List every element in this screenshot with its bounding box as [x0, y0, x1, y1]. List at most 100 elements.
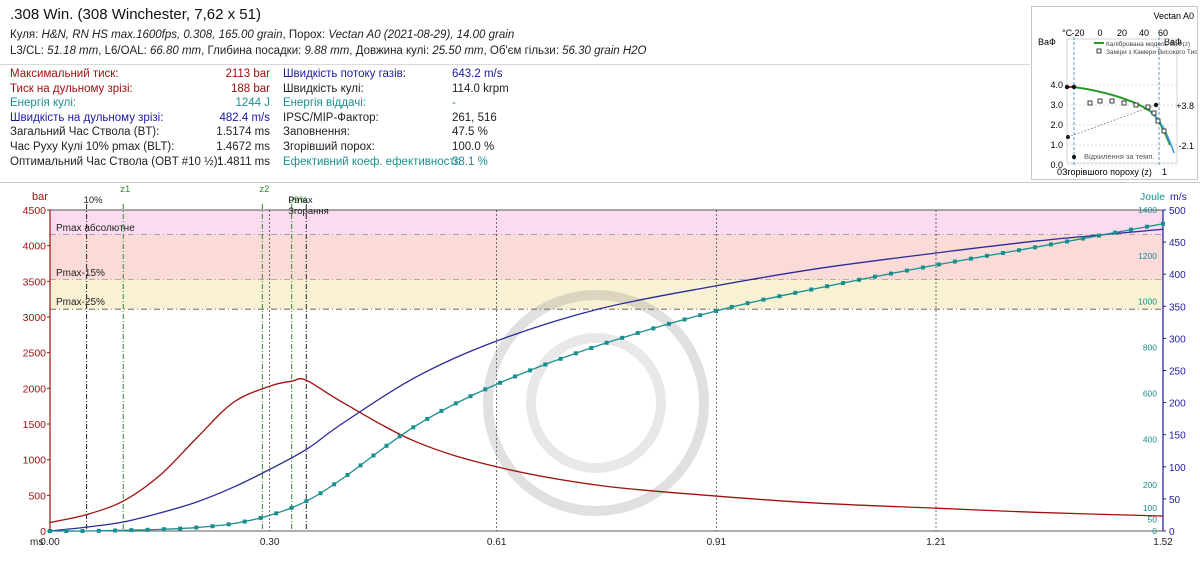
header-divider: [0, 64, 1030, 65]
velocity-tick-label: 250: [1169, 367, 1186, 378]
dimension-value: 51.18 mm: [47, 45, 99, 57]
energy-point: [777, 294, 782, 299]
energy-point: [952, 259, 957, 264]
energy-point: [841, 280, 846, 285]
joule-tick-label: 1200: [1138, 251, 1157, 261]
result-label: Ефективний коеф. ефективності:: [283, 155, 461, 168]
result-value: 38.1 %: [452, 155, 488, 168]
x-tick-label: 0.61: [487, 537, 507, 548]
vaf-tick: 4.0: [1050, 80, 1063, 90]
mini-plot-frame: [1066, 38, 1178, 164]
mini-point: [1153, 102, 1159, 108]
temperature-tick: 60: [1158, 28, 1168, 38]
powder-name: Vectan A0: [1153, 11, 1194, 21]
measurement-point: [1121, 100, 1127, 106]
energy-point: [904, 268, 909, 273]
result-value: 100.0 %: [452, 141, 495, 153]
energy-point: [936, 262, 941, 267]
energy-point: [1081, 236, 1086, 241]
ballistics-chart[interactable]: Pmax абсолютне Pmax-15% Pmax-25% 0.00 0.30 0.…: [0, 182, 1200, 558]
temperature-tick: -20: [1071, 28, 1084, 38]
energy-point: [920, 265, 925, 270]
joule-tick-label: 50: [1148, 515, 1158, 525]
energy-point: [573, 351, 578, 356]
measurement-point: [1151, 110, 1157, 116]
dimension-label: , Глибина посадки:: [201, 45, 305, 57]
result-value: 643.2 m/s: [452, 68, 503, 80]
energy-point: [358, 463, 363, 468]
energy-point: [528, 368, 533, 373]
energy-point: [1016, 248, 1021, 253]
header-panel: .308 Win. (308 Winchester, 7,62 x 51) Ку…: [0, 0, 1200, 180]
energy-point: [318, 491, 323, 496]
dimension-value: 56.30 grain H2O: [562, 45, 647, 57]
result-label: Тиск на дульному зрізі:: [10, 82, 133, 95]
result-value: -: [452, 97, 456, 110]
energy-point: [1097, 233, 1102, 238]
mini-point: [1071, 84, 1077, 90]
joule-axis-label: Joule: [1140, 191, 1165, 203]
bullet-prefix: Куля:: [10, 29, 42, 41]
event-marker-label: Згорання: [288, 206, 328, 217]
pressure-tick-label: 3500: [23, 276, 47, 288]
energy-point: [468, 394, 473, 399]
result-label: Максимальний тиск:: [10, 68, 119, 80]
energy-point: [857, 277, 862, 282]
band-label: Pmax-15%: [56, 268, 105, 279]
measurement-point: [1087, 100, 1093, 106]
x-tick-label: 0.91: [707, 537, 727, 548]
energy-point: [698, 313, 703, 318]
energy-point: [289, 505, 294, 510]
energy-point: [96, 528, 101, 533]
energy-point: [984, 253, 989, 258]
velocity-tick-label: 100: [1169, 463, 1186, 474]
x-tick-label: 1.52: [1153, 537, 1173, 548]
watermark-logo: [483, 290, 709, 516]
temperature-ticks: -20 0 20 40 60: [1071, 28, 1168, 38]
joule-tick-label: 100: [1143, 503, 1157, 513]
dimension-value: 66.80 mm: [150, 45, 202, 57]
energy-point: [397, 434, 402, 439]
energy-point: [425, 416, 430, 421]
energy-point: [226, 522, 231, 527]
velocity-tick-label: 150: [1169, 431, 1186, 442]
energy-point: [371, 453, 376, 458]
energy-point: [178, 526, 183, 531]
mini-point: [1072, 155, 1076, 159]
measurement-point: [1109, 98, 1115, 104]
temperature-tick: 0: [1097, 28, 1102, 38]
deviation-low: -2.1: [1178, 141, 1194, 151]
velocity-axis-label: m/s: [1170, 191, 1187, 203]
burning-model-chart[interactable]: Vectan A0 °C -20 0 20 40 60 ВаФ ВаФ 4.0 3.0 2.…: [1031, 6, 1200, 180]
bullet-description: H&N, RN HS max.1600fps, 0.308, 165.00 gr…: [41, 29, 283, 41]
velocity-tick-label: 300: [1169, 334, 1186, 345]
energy-point: [635, 331, 640, 336]
energy-point: [589, 345, 594, 350]
dimension-value: 25.50 mm: [432, 45, 484, 57]
energy-point: [809, 287, 814, 292]
result-label: Швидкість кулі:: [283, 82, 364, 95]
x-tick-label: 0.30: [260, 537, 280, 548]
measurement-point: [1145, 104, 1151, 110]
energy-point: [620, 335, 625, 340]
band-label: Pmax абсолютне: [56, 222, 135, 234]
joule-tick-label: 0: [1152, 526, 1157, 536]
result-label: Швидкість потоку газів:: [283, 68, 406, 80]
result-value: 188 bar: [230, 82, 270, 95]
energy-point: [345, 473, 350, 478]
energy-point: [483, 387, 488, 392]
burning-model-svg: Vectan A0 °C -20 0 20 40 60 ВаФ ВаФ 4.0 3.0 2.…: [1038, 11, 1200, 177]
measurement-point: [1155, 118, 1161, 124]
energy-point: [384, 443, 389, 448]
result-value: 1.5174 ms: [216, 126, 270, 139]
energy-point: [242, 519, 247, 524]
energy-point: [745, 301, 750, 306]
result-label: Загальний Час Ствола (BT):: [10, 126, 160, 139]
legend-measurement-swatch: [1096, 48, 1102, 54]
vaf-right-label: ВаФ: [1164, 37, 1182, 47]
energy-point: [682, 317, 687, 322]
joule-tick-label: 400: [1143, 434, 1157, 444]
energy-point: [1161, 221, 1165, 226]
dimension-label: , Об'єм гільзи:: [483, 45, 563, 57]
vaf-ticks: 4.0 3.0 2.0 1.0 0.0: [1050, 80, 1177, 170]
